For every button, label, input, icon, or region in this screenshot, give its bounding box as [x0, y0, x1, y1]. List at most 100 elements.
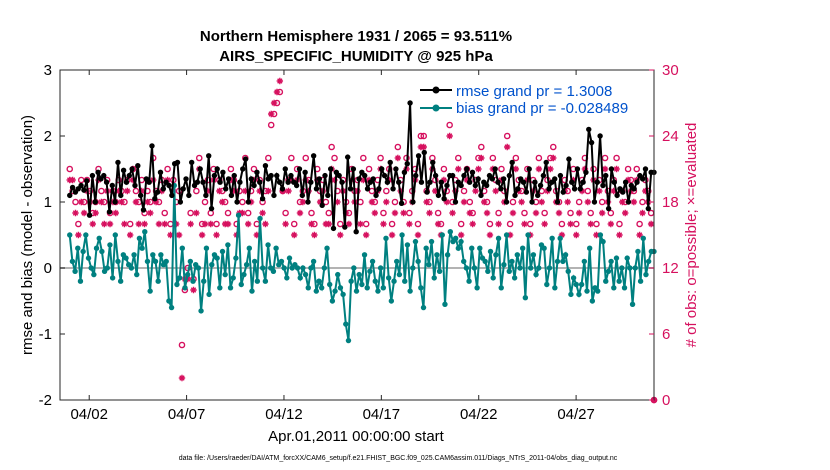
obs-evaluated-marker — [124, 187, 131, 195]
series-bias-point — [589, 298, 596, 304]
obs-possible-marker — [391, 198, 399, 206]
series-rmse-point — [197, 166, 203, 172]
obs-possible-marker — [446, 121, 453, 129]
x-tick-label: 04/22 — [460, 406, 498, 423]
obs-evaluated-marker — [469, 220, 476, 228]
series-rmse-point — [106, 209, 113, 215]
series-bias-point — [257, 215, 263, 222]
series-rmse-point — [410, 199, 416, 205]
obs-possible-marker — [593, 220, 600, 228]
series-bias-point — [286, 255, 293, 261]
series-rmse-point — [529, 199, 535, 205]
obs-evaluated-marker — [213, 231, 220, 239]
series-bias-point — [452, 235, 459, 241]
series-rmse-point — [194, 179, 201, 185]
obs-possible-marker — [302, 154, 310, 162]
obs-evaluated-marker — [126, 231, 134, 239]
series-bias-point — [327, 281, 333, 288]
obs-evaluated-marker — [112, 209, 119, 217]
series-bias-point — [495, 235, 502, 241]
series-bias-point — [273, 245, 279, 251]
series-bias-point — [241, 271, 247, 278]
series-rmse-point — [552, 176, 558, 182]
series-rmse-point — [466, 179, 473, 185]
series-rmse-point — [415, 153, 422, 159]
series-rmse-point — [489, 176, 496, 182]
series-rmse-point — [137, 192, 144, 199]
series-bias-point — [522, 295, 529, 301]
obs-evaluated-marker — [478, 154, 485, 162]
series-bias-point — [107, 242, 113, 248]
obs-evaluated-marker — [440, 176, 448, 184]
series-rmse-point — [225, 176, 232, 182]
series-bias-point — [640, 235, 646, 241]
obs-evaluated-marker — [345, 220, 353, 228]
obs-evaluated-marker — [483, 209, 491, 217]
series-rmse-point — [78, 182, 84, 189]
obs-possible-marker — [478, 143, 485, 151]
series-rmse-point — [271, 192, 277, 199]
series-bias-point — [343, 321, 349, 327]
series-rmse-point — [478, 192, 484, 199]
series-rmse-point — [228, 192, 235, 199]
obs-evaluated-marker — [400, 209, 407, 217]
series-bias-point — [109, 275, 116, 281]
series-bias-point — [503, 232, 510, 238]
obs-possible-marker — [239, 198, 246, 206]
series-rmse-point — [350, 166, 357, 172]
obs-evaluated-marker — [224, 220, 232, 228]
series-rmse-point — [452, 199, 459, 205]
series-rmse-point — [231, 172, 237, 179]
series-bias-point — [166, 298, 172, 304]
series-bias-point — [490, 275, 496, 281]
series-rmse-point — [591, 199, 598, 205]
series-bias-point — [278, 258, 285, 265]
obs-evaluated-marker — [141, 220, 148, 228]
series-bias-point — [418, 285, 424, 291]
series-bias-point — [436, 268, 443, 274]
series-bias-point — [246, 245, 253, 251]
obs-evaluated-marker — [72, 209, 79, 217]
obs-evaluated-marker — [575, 209, 583, 217]
obs-evaluated-marker — [555, 209, 563, 217]
series-rmse-point — [645, 205, 652, 212]
obs-evaluated-marker — [268, 110, 275, 118]
obs-evaluated-marker — [388, 231, 396, 239]
obs-possible-marker — [388, 220, 396, 228]
series-bias-point — [321, 265, 328, 271]
obs-evaluated-marker — [584, 198, 592, 206]
obs-possible-marker — [633, 165, 641, 173]
obs-evaluated-marker — [276, 77, 284, 85]
obs-evaluated-marker — [253, 231, 261, 239]
series-bias-point — [260, 265, 266, 271]
series-bias-point — [123, 255, 129, 261]
obs-possible-marker — [265, 154, 272, 162]
obs-possible-marker — [636, 220, 643, 228]
series-rmse-point — [373, 192, 379, 199]
obs-possible-marker — [495, 209, 502, 217]
obs-possible-marker — [336, 220, 344, 228]
obs-evaluated-marker — [423, 198, 430, 206]
obs-evaluated-marker — [187, 220, 194, 228]
obs-evaluated-marker — [216, 187, 223, 195]
obs-evaluated-marker — [610, 187, 617, 195]
series-bias-point — [455, 245, 462, 251]
series-rmse-point — [177, 199, 184, 205]
series-bias-point — [632, 265, 638, 271]
series-rmse-point — [115, 159, 121, 166]
series-bias-point — [128, 265, 135, 271]
obs-evaluated-marker — [613, 165, 620, 173]
obs-evaluated-marker — [201, 220, 209, 228]
obs-possible-marker — [624, 165, 632, 173]
series-bias-point — [388, 298, 395, 304]
series-rmse-point — [407, 100, 413, 106]
obs-evaluated-marker — [144, 198, 151, 206]
obs-possible-marker — [535, 154, 543, 162]
obs-evaluated-marker — [380, 220, 387, 228]
series-rmse-point — [206, 153, 212, 159]
series-rmse-point — [571, 186, 578, 192]
series-bias-point — [238, 281, 244, 288]
series-rmse-point — [506, 172, 513, 179]
legend-rmse-label: rmse grand pr = 1.3008 — [456, 83, 612, 100]
series-bias-point — [402, 278, 408, 284]
